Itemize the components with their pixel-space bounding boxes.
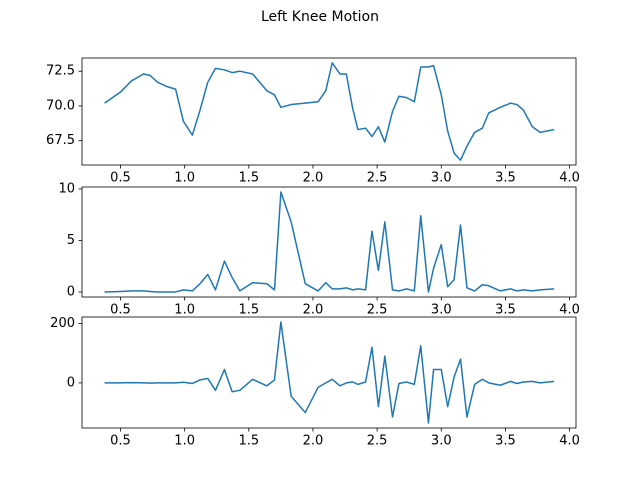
y-tick-label: 70.0 bbox=[46, 98, 75, 113]
x-tick-label: 1.5 bbox=[238, 434, 259, 449]
x-tick-label: 2.0 bbox=[303, 171, 324, 186]
y-tick-label: 0 bbox=[67, 284, 75, 299]
data-line bbox=[104, 62, 555, 161]
data-line bbox=[104, 191, 555, 293]
x-tick-label: 3.5 bbox=[495, 171, 516, 186]
x-tick-label: 3.0 bbox=[431, 434, 452, 449]
x-tick-label: 0.5 bbox=[110, 171, 131, 186]
figure-title: Left Knee Motion bbox=[261, 9, 379, 25]
y-tick-label: 72.5 bbox=[46, 64, 75, 79]
x-tick-label: 2.0 bbox=[303, 434, 324, 449]
data-line bbox=[104, 321, 555, 424]
x-tick-label: 3.0 bbox=[431, 171, 452, 186]
x-tick-label: 1.0 bbox=[174, 171, 195, 186]
x-tick-label: 0.5 bbox=[110, 434, 131, 449]
axes-frame bbox=[81, 316, 577, 429]
x-tick-label: 4.0 bbox=[559, 171, 580, 186]
x-tick-label: 1.0 bbox=[174, 434, 195, 449]
y-tick-label: 200 bbox=[50, 316, 75, 331]
x-tick-label: 3.5 bbox=[495, 434, 516, 449]
x-tick-label: 1.5 bbox=[238, 171, 259, 186]
x-tick-label: 3.0 bbox=[431, 303, 452, 318]
x-tick-label: 1.0 bbox=[174, 303, 195, 318]
y-tick-label: 67.5 bbox=[46, 133, 75, 148]
axes-frame bbox=[81, 57, 577, 166]
axes-frame bbox=[81, 186, 577, 298]
y-tick-label: 5 bbox=[67, 233, 75, 248]
x-tick-label: 4.0 bbox=[559, 434, 580, 449]
x-tick-label: 3.5 bbox=[495, 303, 516, 318]
x-tick-label: 2.5 bbox=[367, 303, 388, 318]
y-tick-label: 10 bbox=[58, 181, 75, 196]
x-tick-label: 1.5 bbox=[238, 303, 259, 318]
x-tick-label: 0.5 bbox=[110, 303, 131, 318]
y-tick-label: 0 bbox=[67, 375, 75, 390]
x-tick-label: 2.5 bbox=[367, 434, 388, 449]
x-tick-label: 2.5 bbox=[367, 171, 388, 186]
x-tick-label: 4.0 bbox=[559, 303, 580, 318]
x-tick-label: 2.0 bbox=[303, 303, 324, 318]
